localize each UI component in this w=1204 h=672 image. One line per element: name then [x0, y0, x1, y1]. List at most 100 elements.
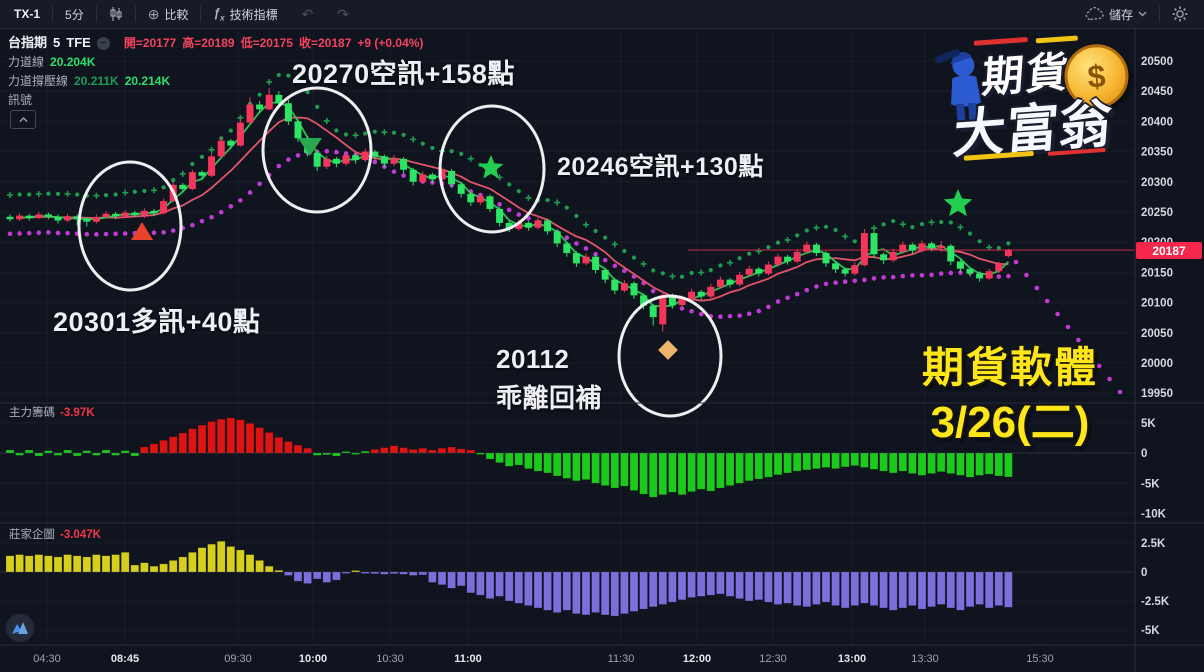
- watermark-logo-icon[interactable]: [6, 614, 34, 642]
- compare-label: 比較: [164, 7, 189, 22]
- compare-button[interactable]: ⊕ 比較: [136, 0, 201, 28]
- collapse-symbol-icon[interactable]: –: [96, 36, 110, 50]
- sell-signal-triangle-icon: [298, 138, 322, 156]
- interval-button[interactable]: 5分: [53, 0, 96, 28]
- svg-text:0: 0: [1141, 448, 1147, 460]
- ma-line: [19, 101, 1010, 307]
- chart-style-button[interactable]: [97, 0, 135, 28]
- panel2-histogram: [0, 417, 1135, 498]
- gear-icon: [1172, 6, 1188, 22]
- svg-text:09:30: 09:30: [224, 653, 252, 665]
- indicator3-name[interactable]: 訊號: [8, 93, 33, 107]
- compare-plus-icon: ⊕: [147, 6, 160, 22]
- save-label: 儲存: [1108, 7, 1133, 22]
- grid-lines: [0, 28, 1135, 645]
- time-axis-labels: 04:30 08:45 09:30 10:00 10:30 11:00 11:30 12:00…: [33, 653, 1054, 665]
- annotation-software-title: 期貨軟體: [921, 344, 1098, 391]
- svg-text:2.5K: 2.5K: [1141, 538, 1166, 550]
- symbol-button[interactable]: TX-1: [0, 0, 52, 28]
- interval-label: 5分: [65, 7, 84, 22]
- settings-button[interactable]: [1160, 6, 1204, 22]
- svg-text:12:30: 12:30: [759, 653, 787, 665]
- annotation-cover-text: 乖離回補: [496, 383, 603, 413]
- svg-text:0: 0: [1141, 567, 1147, 579]
- highlight-circle: [438, 104, 546, 234]
- indicators-button[interactable]: ƒx 技術指標: [201, 0, 289, 28]
- panel2-value: -3.97K: [60, 407, 95, 419]
- fx-icon: ƒx: [213, 5, 225, 23]
- time-axis[interactable]: [0, 645, 1135, 672]
- ohlc-change: +9 (+0.04%): [357, 36, 424, 50]
- svg-text:-5K: -5K: [1141, 478, 1160, 490]
- signal-markers: [131, 138, 973, 360]
- svg-text:20400: 20400: [1141, 116, 1173, 128]
- chevron-up-icon: [19, 116, 27, 122]
- annotation-cover-signal: 20112 乖離回補: [496, 340, 602, 418]
- diamond-signal-icon: [658, 340, 678, 360]
- svg-text:04:30: 04:30: [33, 653, 61, 665]
- toolbar-divider: [1159, 6, 1160, 22]
- symbol-label: TX-1: [14, 7, 41, 21]
- toolbar-divider: [134, 6, 136, 22]
- svg-text:11:30: 11:30: [608, 653, 635, 665]
- legend-collapse-button[interactable]: [10, 110, 36, 129]
- buy-signal-triangle-icon: [131, 222, 153, 240]
- indicator1-value: 20.204K: [50, 55, 96, 69]
- svg-text:20187: 20187: [1152, 244, 1186, 258]
- cloud-icon: [1085, 7, 1104, 21]
- svg-text:20500: 20500: [1141, 56, 1173, 68]
- svg-text:20050: 20050: [1141, 328, 1173, 340]
- annotation-long-signal: 20301多訊+40點: [53, 307, 261, 337]
- panel3-name: 莊家企圖: [9, 529, 55, 541]
- ohlc-close: 收=20187: [298, 36, 352, 50]
- highlight-circle: [617, 294, 723, 418]
- toolbar-divider: [200, 6, 202, 22]
- svg-text:20150: 20150: [1141, 267, 1173, 279]
- indicator2-value2: 20.214K: [124, 74, 171, 88]
- svg-text:10:30: 10:30: [376, 653, 404, 665]
- redo-button[interactable]: ↷: [325, 0, 361, 28]
- mascot-character-icon: [935, 48, 982, 127]
- panel3-value: -3.047K: [60, 529, 101, 541]
- indicator1-name[interactable]: 力道線: [8, 55, 45, 69]
- indicator2-name[interactable]: 力道撐壓線: [8, 74, 69, 88]
- svg-text:13:30: 13:30: [911, 653, 939, 665]
- svg-text:20250: 20250: [1141, 207, 1173, 219]
- legend-interval: 5: [53, 35, 61, 50]
- ohlc-open: 開=20177: [123, 36, 177, 50]
- svg-text:5K: 5K: [1141, 418, 1156, 430]
- panel3-legend[interactable]: 莊家企圖 -3.047K: [9, 526, 101, 542]
- svg-text:19950: 19950: [1141, 388, 1173, 400]
- cloud-save-button[interactable]: 儲存: [1073, 6, 1159, 23]
- svg-text:13:00: 13:00: [838, 653, 866, 665]
- chart-legend: 台指期 5 TFE – 開=20177 高=20189 低=20175 收=20…: [8, 34, 423, 110]
- indicator2-value1: 20.211K: [74, 74, 119, 88]
- svg-text:11:00: 11:00: [454, 653, 482, 665]
- ma-line: [19, 116, 1009, 302]
- candlestick-icon: [110, 7, 122, 21]
- toolbar-divider: [52, 6, 54, 22]
- svg-text:15:30: 15:30: [1026, 653, 1054, 665]
- panel2-legend[interactable]: 主力籌碼 -3.97K: [9, 404, 95, 420]
- highlight-circle: [261, 86, 373, 214]
- svg-text:08:45: 08:45: [111, 653, 139, 665]
- svg-text:20000: 20000: [1141, 358, 1173, 370]
- indicators-label: 技術指標: [229, 7, 278, 22]
- legend-symbol[interactable]: 台指期: [8, 35, 48, 50]
- legend-exchange: TFE: [66, 35, 91, 50]
- annotation-short-signal-2: 20246空訊+130點: [557, 153, 764, 181]
- undo-button[interactable]: ↶: [290, 0, 326, 28]
- toolbar-divider: [95, 6, 97, 22]
- highlight-circle: [77, 160, 183, 292]
- panel3-histogram: [0, 540, 1135, 617]
- svg-text:-10K: -10K: [1141, 509, 1167, 521]
- svg-text:20350: 20350: [1141, 147, 1173, 159]
- current-price-badge: 20187: [1136, 242, 1202, 259]
- svg-text:12:00: 12:00: [683, 653, 711, 665]
- chevron-down-icon: [1138, 11, 1147, 17]
- annotation-cover-price: 20112: [496, 344, 570, 374]
- annotation-short-signal-1: 20270空訊+158點: [292, 59, 515, 89]
- svg-text:20300: 20300: [1141, 177, 1173, 189]
